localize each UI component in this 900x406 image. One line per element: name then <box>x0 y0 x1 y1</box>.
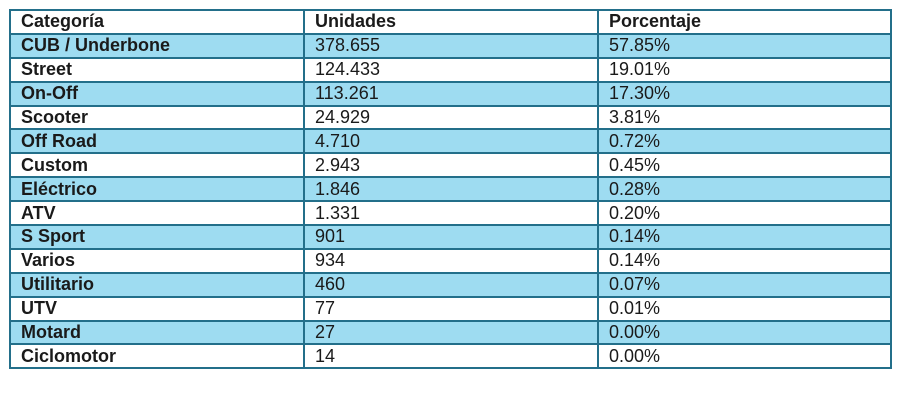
cell-unidades: 1.331 <box>303 200 599 227</box>
cell-porcentaje: 0.72% <box>597 128 892 155</box>
cell-porcentaje: 0.45% <box>597 152 892 179</box>
cell-porcentaje: 0.00% <box>597 343 892 370</box>
table-row: CUB / Underbone 378.655 57.85% <box>9 32 892 59</box>
header-row: Categoría Unidades Porcentaje <box>9 9 892 35</box>
cell-porcentaje: 19.01% <box>597 56 892 83</box>
table-row: Scooter 24.929 3.81% <box>9 104 892 131</box>
table-row: Eléctrico 1.846 0.28% <box>9 176 892 203</box>
cell-porcentaje: 0.07% <box>597 271 892 298</box>
table-row: On-Off 113.261 17.30% <box>9 80 892 107</box>
cell-categoria: Utilitario <box>9 271 305 298</box>
cell-porcentaje: 0.14% <box>597 247 892 274</box>
cell-unidades: 2.943 <box>303 152 599 179</box>
cell-categoria: S Sport <box>9 224 305 250</box>
cell-unidades: 24.929 <box>303 104 599 131</box>
cell-categoria: UTV <box>9 295 305 322</box>
table-row: UTV 77 0.01% <box>9 295 892 322</box>
cell-unidades: 378.655 <box>303 32 599 59</box>
table-row: ATV 1.331 0.20% <box>9 200 892 227</box>
table-row: S Sport 901 0.14% <box>9 224 892 250</box>
table-row: Ciclomotor 14 0.00% <box>9 343 892 370</box>
table-row: Varios 934 0.14% <box>9 247 892 274</box>
cell-categoria: On-Off <box>9 80 305 107</box>
cell-porcentaje: 0.00% <box>597 319 892 346</box>
cell-unidades: 901 <box>303 224 599 250</box>
category-table: Categoría Unidades Porcentaje CUB / Unde… <box>9 9 892 370</box>
cell-categoria: ATV <box>9 200 305 227</box>
cell-categoria: Ciclomotor <box>9 343 305 370</box>
header-unidades: Unidades <box>303 9 599 35</box>
header-porcentaje: Porcentaje <box>597 9 892 35</box>
cell-porcentaje: 0.20% <box>597 200 892 227</box>
cell-categoria: Motard <box>9 319 305 346</box>
cell-unidades: 14 <box>303 343 599 370</box>
cell-categoria: Custom <box>9 152 305 179</box>
cell-porcentaje: 0.28% <box>597 176 892 203</box>
cell-categoria: Off Road <box>9 128 305 155</box>
cell-porcentaje: 57.85% <box>597 32 892 59</box>
cell-unidades: 460 <box>303 271 599 298</box>
cell-unidades: 77 <box>303 295 599 322</box>
cell-categoria: Eléctrico <box>9 176 305 203</box>
cell-categoria: Street <box>9 56 305 83</box>
cell-unidades: 1.846 <box>303 176 599 203</box>
cell-porcentaje: 17.30% <box>597 80 892 107</box>
cell-porcentaje: 0.01% <box>597 295 892 322</box>
cell-unidades: 934 <box>303 247 599 274</box>
cell-categoria: CUB / Underbone <box>9 32 305 59</box>
cell-unidades: 124.433 <box>303 56 599 83</box>
cell-unidades: 4.710 <box>303 128 599 155</box>
cell-unidades: 27 <box>303 319 599 346</box>
table-row: Off Road 4.710 0.72% <box>9 128 892 155</box>
table-row: Street 124.433 19.01% <box>9 56 892 83</box>
cell-porcentaje: 0.14% <box>597 224 892 250</box>
header-categoria: Categoría <box>9 9 305 35</box>
cell-categoria: Varios <box>9 247 305 274</box>
table-row: Utilitario 460 0.07% <box>9 271 892 298</box>
cell-porcentaje: 3.81% <box>597 104 892 131</box>
table-row: Custom 2.943 0.45% <box>9 152 892 179</box>
cell-unidades: 113.261 <box>303 80 599 107</box>
cell-categoria: Scooter <box>9 104 305 131</box>
table-row: Motard 27 0.00% <box>9 319 892 346</box>
